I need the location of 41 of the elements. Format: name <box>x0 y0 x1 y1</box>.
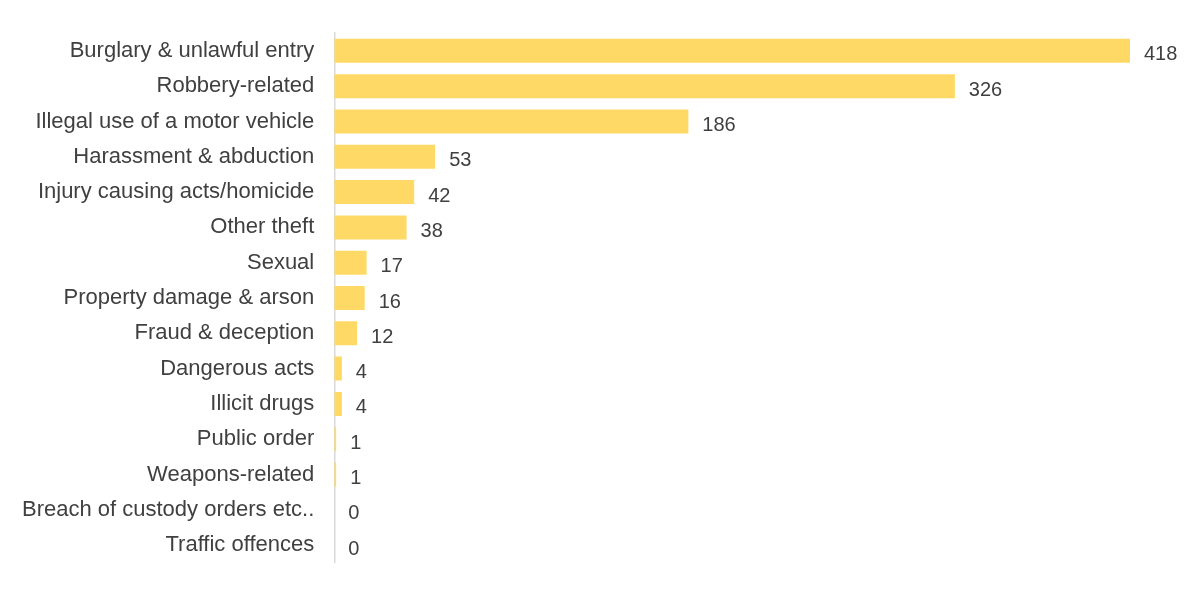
data-label: 418 <box>1144 42 1178 65</box>
y-tick-label: Other theft <box>210 213 315 239</box>
data-label: 42 <box>428 183 451 206</box>
y-tick-label: Fraud & deception <box>134 319 315 345</box>
data-label: 16 <box>378 289 401 312</box>
bar <box>334 180 415 205</box>
data-label: 4 <box>355 395 367 418</box>
y-tick-label: Property damage & arson <box>63 284 315 310</box>
bar <box>334 74 955 99</box>
y-tick-label: Public order <box>196 425 315 451</box>
bar <box>334 286 365 310</box>
bar <box>334 250 367 275</box>
bar <box>334 321 358 346</box>
data-label: 326 <box>968 77 1003 100</box>
y-tick-label: Illicit drugs <box>210 389 315 415</box>
data-label: 1 <box>350 466 362 489</box>
y-tick-label: Injury causing acts/homicide <box>37 178 315 204</box>
bar <box>334 356 342 381</box>
y-tick-label: Traffic offences <box>165 531 315 557</box>
data-label: 17 <box>380 254 403 277</box>
y-tick-label: Robbery-related <box>156 72 315 98</box>
data-label: 0 <box>348 501 360 524</box>
y-tick-label: Illegal use of a motor vehicle <box>35 107 315 133</box>
data-label: 53 <box>449 148 472 171</box>
y-tick-label: Breach of custody orders etc.. <box>21 495 315 521</box>
bar <box>334 109 689 134</box>
y-tick-label: Weapons-related <box>147 460 315 486</box>
bar <box>334 144 436 169</box>
y-tick-label: Dangerous acts <box>160 354 315 380</box>
data-label: 0 <box>348 536 360 559</box>
data-label: 186 <box>702 112 736 135</box>
bar <box>334 38 1130 63</box>
data-label: 4 <box>355 360 367 383</box>
data-label: 38 <box>420 218 443 241</box>
bar <box>334 391 342 416</box>
y-tick-label: Harassment & abduction <box>73 142 315 168</box>
bar <box>334 215 407 240</box>
data-label: 1 <box>350 430 362 453</box>
y-tick-label: Burglary & unlawful entry <box>69 36 315 62</box>
data-label: 12 <box>371 324 394 347</box>
y-tick-label: Sexual <box>246 248 315 274</box>
